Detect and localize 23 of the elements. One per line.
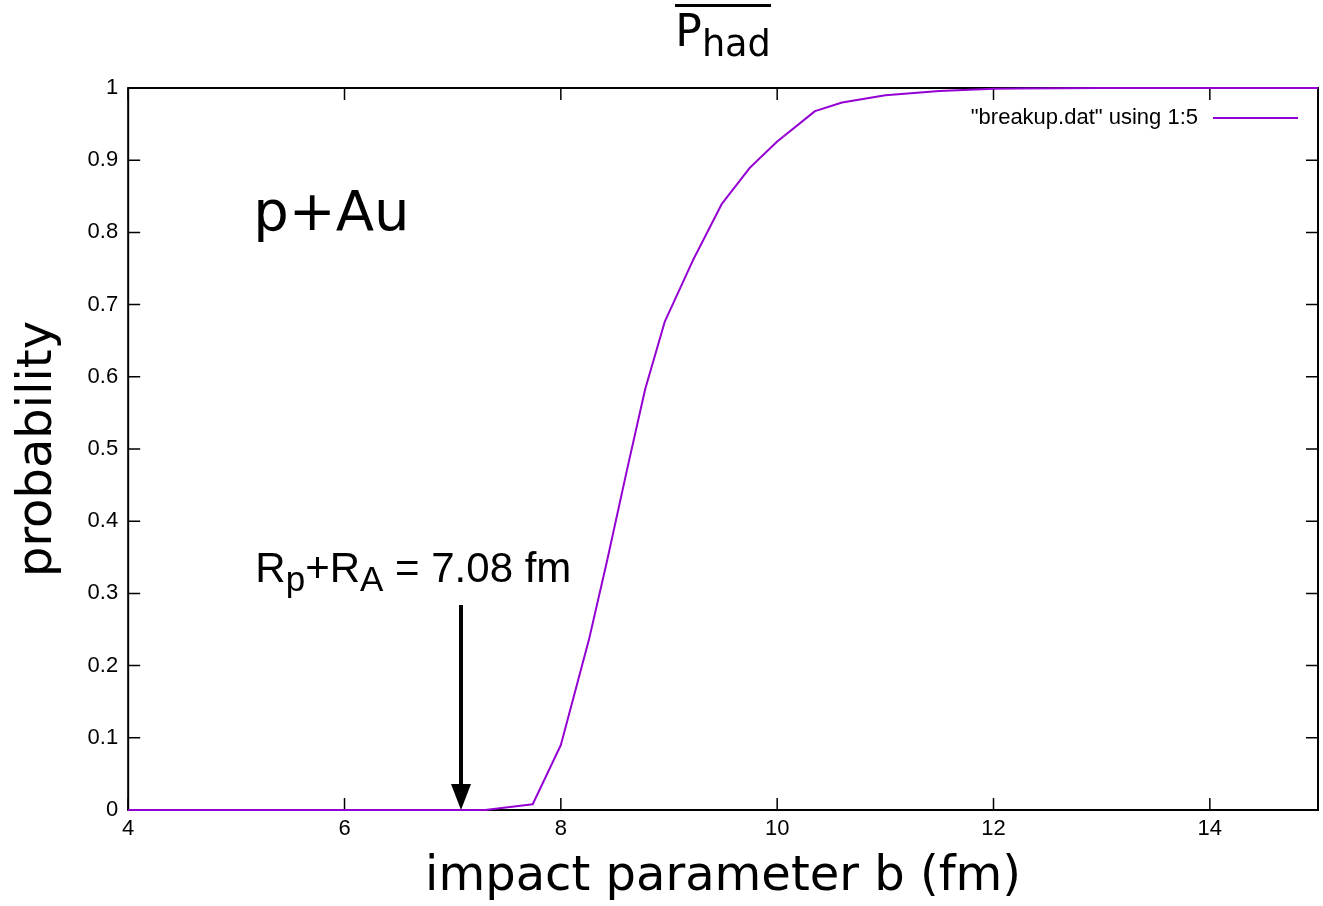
- x-tick-label: 4: [122, 815, 135, 841]
- x-tick-label: 8: [554, 815, 567, 841]
- x-tick-label: 14: [1197, 815, 1223, 841]
- chart-title: P$_{had}$: [675, 4, 771, 65]
- y-tick-label: 0.8: [87, 218, 119, 244]
- y-tick-label: 0.6: [87, 362, 119, 388]
- y-axis-title: probability: [6, 320, 63, 578]
- legend-label: "breakup.dat" using 1:5: [970, 104, 1198, 130]
- y-tick-label: 0.2: [87, 651, 119, 677]
- y-tick-label: 0: [105, 796, 119, 822]
- y-tick-label: 1: [105, 74, 119, 100]
- x-axis-title: impact parameter b (fm): [425, 844, 1022, 901]
- x-tick-label: 6: [338, 815, 351, 841]
- annotation: R$_{p}$+R$_{A}$ = 7.08 fm: [254, 544, 572, 599]
- y-tick-label: 0.4: [87, 507, 119, 533]
- y-tick-label: 0.7: [87, 290, 119, 316]
- x-tick-label: 12: [981, 815, 1006, 841]
- y-tick-label: 0.3: [87, 579, 119, 605]
- annotation: p+Au: [253, 178, 410, 243]
- y-tick-label: 0.1: [87, 723, 119, 749]
- y-tick-label: 0.9: [87, 146, 119, 172]
- y-tick-label: 0.5: [87, 435, 119, 461]
- x-tick-label: 10: [764, 815, 790, 841]
